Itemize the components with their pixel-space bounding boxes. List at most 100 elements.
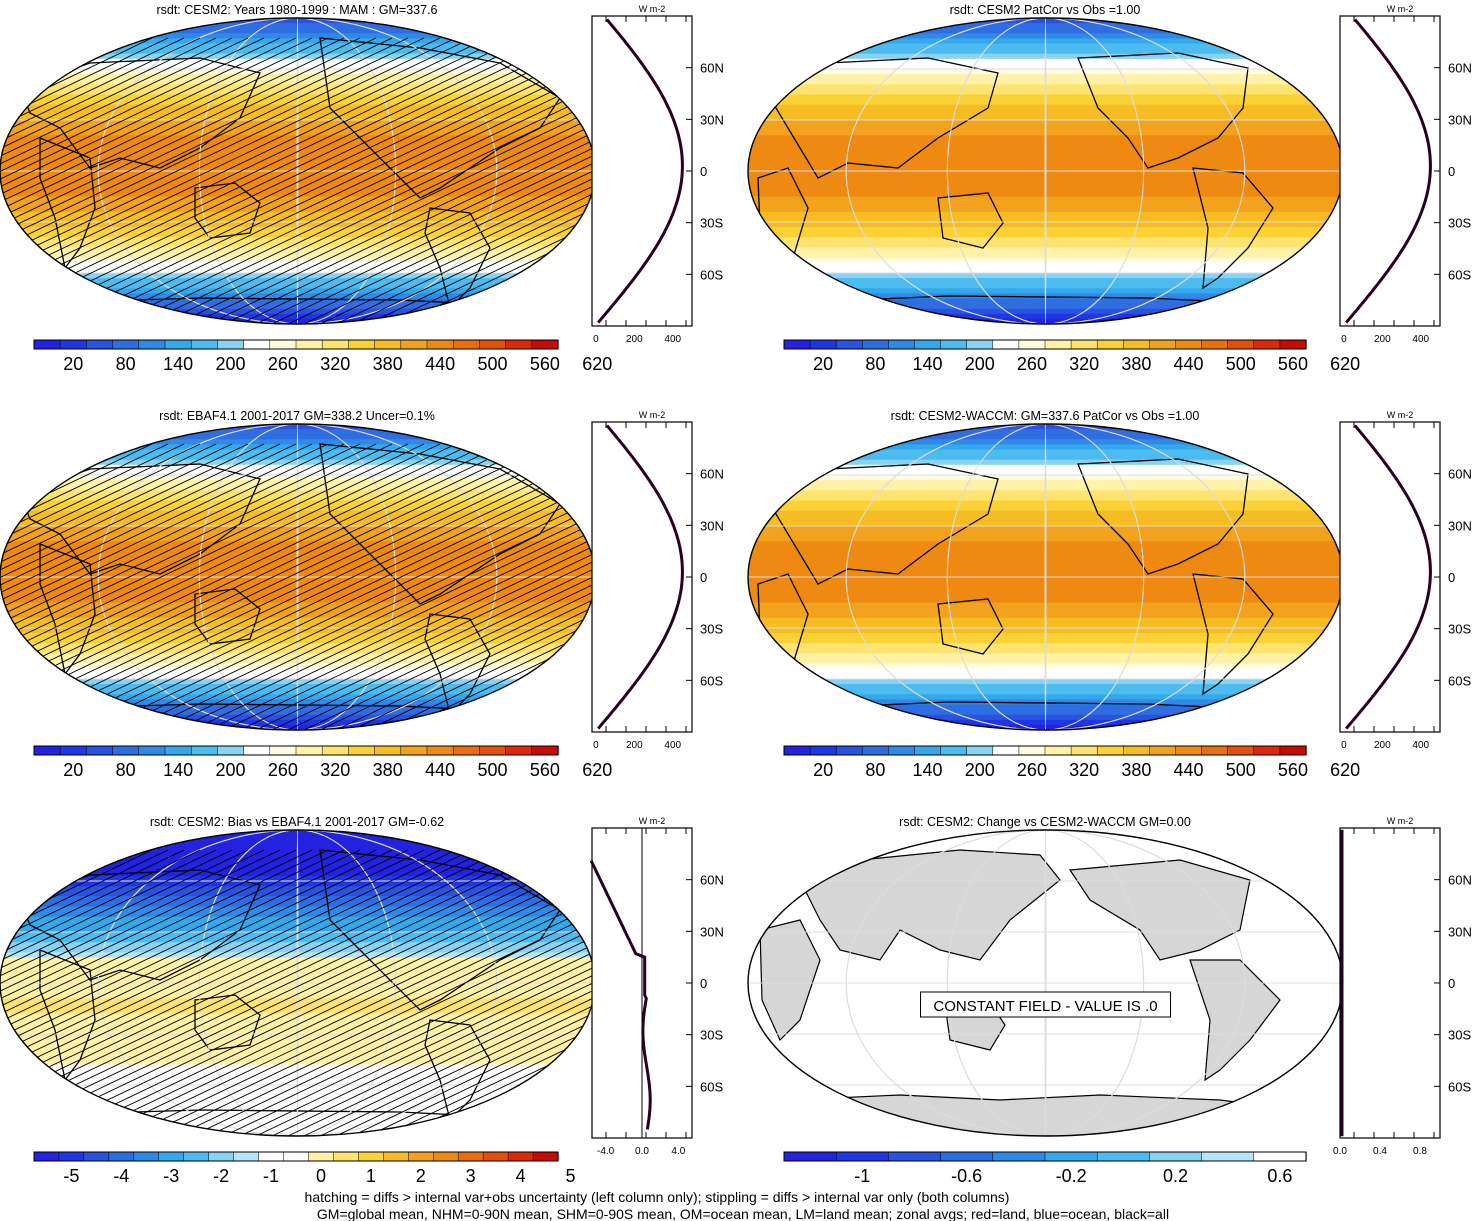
colorbar-swatch — [86, 745, 114, 756]
colorbar-swatch — [1044, 1151, 1098, 1162]
longitude-gridline — [1044, 424, 1047, 730]
longitude-gridline — [1044, 18, 1047, 324]
colorbar-swatch — [217, 745, 245, 756]
colorbar-tick-label: 200 — [215, 354, 245, 374]
hatch-line — [255, 849, 595, 1136]
colorbar-swatch — [1070, 745, 1098, 756]
colorbar-tick-label: 500 — [477, 354, 507, 374]
hatch-line — [191, 849, 595, 1136]
colorbar-swatch — [531, 339, 559, 350]
zonal-ytick-label: 60N — [700, 61, 724, 76]
colorbar-swatch — [158, 1151, 185, 1162]
colorbar-swatch — [295, 339, 323, 350]
hatch-line — [0, 37, 153, 324]
colorbar-tick-label: 320 — [320, 354, 350, 374]
zonal-ytick-label: 30N — [1448, 518, 1472, 533]
map-field — [0, 830, 595, 1136]
zonal-xtick-label: 4.0 — [671, 1146, 685, 1157]
longitude-gridline — [296, 424, 299, 730]
footer-line-2: GM=global mean, NHM=0-90N mean, SHM=0-90… — [317, 1206, 1169, 1221]
colorbar-tick-label: 320 — [1069, 354, 1099, 374]
hatch-line — [0, 37, 313, 324]
hatch-line — [0, 37, 169, 324]
zonal-ytick-label: 60N — [1448, 873, 1472, 888]
colorbar-swatch — [33, 745, 61, 756]
zonal-xtick-label: -4.0 — [597, 1146, 615, 1157]
zonal-xtick-label: 0.0 — [635, 1146, 649, 1157]
hatch-line — [0, 443, 425, 730]
panel-waccm: rsdt: CESM2-WACCM: GM=337.6 PatCor vs Ob… — [747, 409, 1472, 780]
colorbar-tick-label: 0.2 — [1163, 1166, 1188, 1186]
hatch-line — [0, 849, 233, 1136]
panel-bias: rsdt: CESM2: Bias vs EBAF4.1 2001-2017 G… — [0, 815, 724, 1186]
colorbar-tick-label: 380 — [373, 760, 403, 780]
colorbar-tick-label: 4 — [516, 1166, 526, 1186]
colorbar-tick-label: 380 — [1121, 760, 1151, 780]
colorbar-tick-label: 0.6 — [1267, 1166, 1292, 1186]
zonal-ytick-label: 60N — [700, 467, 724, 482]
hatch-line — [0, 443, 201, 730]
coastline — [756, 57, 999, 179]
colorbar-tick-label: 260 — [268, 354, 298, 374]
colorbar-tick-label: 1 — [366, 1166, 376, 1186]
colorbar-swatch — [914, 745, 942, 756]
colorbar-swatch — [333, 1151, 360, 1162]
hatch-line — [191, 443, 595, 730]
hatch-line — [191, 37, 595, 324]
colorbar-tick-label: 620 — [582, 760, 612, 780]
colorbar-tick-label: -0.2 — [1056, 1166, 1087, 1186]
zonal-frame — [1339, 421, 1441, 733]
zonal-ytick-label: 0 — [1448, 570, 1455, 585]
hatch-line — [399, 849, 595, 1136]
colorbar-swatch — [1253, 745, 1281, 756]
zonal-mean-panel: W m-2 60N 30N 0 30S 60S 0 200 400 — [1339, 4, 1472, 345]
colorbar-swatch — [914, 339, 942, 350]
colorbar-swatch — [783, 339, 811, 350]
hatch-line — [0, 37, 409, 324]
hatch-line — [143, 37, 595, 324]
hatch-line — [0, 37, 217, 324]
colorbar-swatch — [940, 1151, 994, 1162]
zonal-xtick-label: 400 — [1412, 740, 1429, 751]
hatch-line — [0, 849, 329, 1136]
colorbar-tick-label: -3 — [163, 1166, 179, 1186]
hatch-line — [383, 443, 595, 730]
hatch-line — [0, 849, 201, 1136]
hatch-line — [0, 849, 441, 1136]
map-field — [748, 830, 1343, 1136]
colorbar-tick-label: 80 — [865, 760, 885, 780]
colorbar-swatch — [940, 745, 968, 756]
colorbar-swatch — [183, 1151, 210, 1162]
colorbar-tick-label: 440 — [1174, 760, 1204, 780]
hatch-line — [127, 37, 595, 324]
colorbar-tick-label: 140 — [163, 760, 193, 780]
colorbar-swatch — [59, 745, 88, 756]
colorbar-swatch — [940, 339, 968, 350]
zonal-unit-label: W m-2 — [1387, 410, 1414, 420]
hatch-line — [287, 443, 595, 730]
colorbar-swatch — [269, 339, 297, 350]
colorbar-swatch — [992, 1151, 1046, 1162]
zonal-ytick-label: 30S — [700, 1028, 723, 1043]
hatch-line — [111, 37, 595, 324]
zonal-ytick-label: 30S — [700, 622, 723, 637]
colorbar-swatch — [862, 339, 890, 350]
colorbar-tick-label: -2 — [213, 1166, 229, 1186]
zonal-frame — [591, 15, 693, 327]
hatch-line — [303, 849, 595, 1136]
hatch-line — [383, 37, 595, 324]
colorbar-swatch — [258, 1151, 285, 1162]
hatch-line — [0, 443, 313, 730]
coastline — [424, 207, 491, 310]
coastline — [1192, 167, 1274, 290]
hatch-line — [0, 443, 345, 730]
colorbar-swatch — [1253, 339, 1281, 350]
colorbar-frame — [33, 339, 559, 350]
hatch-line — [0, 37, 441, 324]
colorbar-tick-label: 200 — [215, 760, 245, 780]
hatch-line — [0, 443, 169, 730]
hatch-line — [0, 849, 297, 1136]
hatch-line — [111, 443, 595, 730]
colorbar-swatch — [862, 745, 890, 756]
colorbar-swatch — [321, 339, 350, 350]
